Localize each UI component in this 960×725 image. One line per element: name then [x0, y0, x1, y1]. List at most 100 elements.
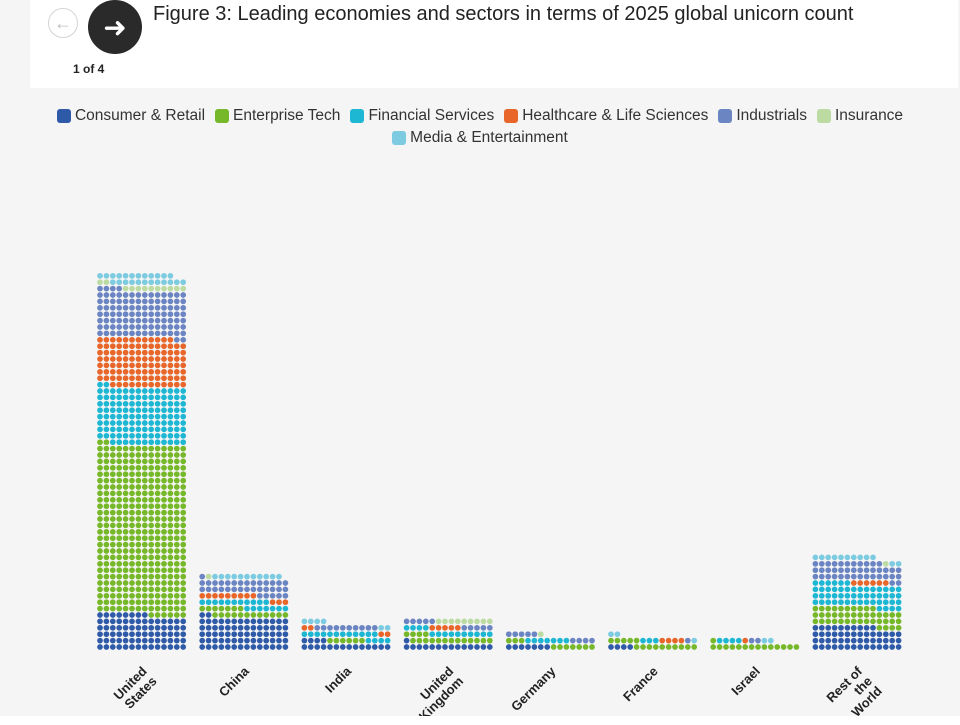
waffle-dot: [882, 637, 889, 644]
waffle-dot: [135, 509, 142, 516]
waffle-dot: [173, 324, 180, 330]
waffle-dot: [141, 388, 148, 394]
waffle-dot: [154, 292, 161, 298]
waffle-dot: [180, 381, 187, 388]
waffle-dot: [173, 496, 180, 503]
waffle-dot: [876, 605, 883, 612]
waffle-dot: [352, 637, 359, 644]
waffle-dot: [422, 644, 429, 650]
waffle-dot: [256, 624, 263, 631]
waffle-dot: [224, 644, 231, 650]
previous-figure-button[interactable]: ←: [48, 8, 78, 38]
waffle-dot: [135, 464, 142, 471]
waffle-dot: [384, 644, 391, 650]
waffle-dot: [148, 605, 155, 612]
waffle-dot: [109, 426, 116, 433]
waffle-dot: [838, 580, 844, 586]
waffle-dot: [135, 381, 142, 388]
waffle-dot: [135, 420, 142, 426]
waffle-dot: [218, 573, 225, 580]
waffle-dot: [148, 272, 155, 279]
waffle-dot: [135, 573, 142, 580]
waffle-dot: [122, 426, 129, 433]
waffle-dot: [608, 631, 614, 638]
waffle-dot: [620, 644, 627, 650]
waffle-dot: [307, 624, 314, 631]
waffle-dot: [863, 580, 870, 586]
waffle-dot: [882, 586, 889, 593]
waffle-dot: [307, 631, 314, 638]
waffle-dot: [691, 637, 698, 644]
waffle-dot: [122, 637, 129, 644]
waffle-dot: [180, 624, 187, 631]
waffle-dot: [103, 439, 110, 446]
waffle-dot: [359, 624, 365, 631]
waffle-dot: [141, 554, 148, 561]
waffle-dot: [173, 599, 180, 606]
waffle-dot: [250, 573, 257, 580]
waffle-dot: [97, 407, 103, 414]
waffle-dot: [812, 567, 819, 574]
waffle-dot: [825, 637, 832, 644]
waffle-dot: [116, 439, 123, 446]
waffle-dot: [161, 573, 167, 580]
waffle-dot: [410, 644, 416, 650]
waffle-dot: [141, 548, 148, 554]
legend-item[interactable]: Healthcare & Life Sciences: [504, 105, 708, 127]
waffle-dot: [135, 612, 142, 618]
legend-item[interactable]: Enterprise Tech: [215, 105, 340, 127]
waffle-dot: [818, 554, 825, 561]
legend-swatch: [718, 109, 733, 123]
waffle-dot: [314, 618, 321, 625]
next-figure-button[interactable]: ➜: [88, 0, 142, 54]
waffle-dot: [129, 567, 135, 574]
waffle-dot: [103, 272, 110, 279]
waffle-dot: [173, 413, 180, 420]
waffle-dot: [154, 349, 161, 356]
waffle-dot: [122, 503, 129, 510]
legend-item[interactable]: Consumer & Retail: [56, 105, 205, 127]
waffle-dot: [895, 592, 902, 599]
waffle-dot: [116, 548, 123, 554]
waffle-dot: [141, 599, 148, 606]
waffle-dot: [339, 644, 346, 650]
waffle-dot: [812, 599, 819, 606]
waffle-dot: [122, 349, 129, 356]
waffle-dot: [544, 637, 551, 644]
waffle-dot: [116, 317, 123, 324]
legend-item[interactable]: Industrials: [718, 105, 807, 127]
waffle-dot: [109, 516, 116, 522]
waffle-dot: [135, 394, 142, 401]
waffle-dot: [857, 580, 864, 586]
waffle-dot: [237, 573, 244, 580]
waffle-dot: [863, 560, 870, 567]
waffle-dot: [889, 560, 896, 567]
waffle-dot: [97, 458, 103, 465]
waffle-dot: [844, 554, 851, 561]
legend-item[interactable]: Insurance: [816, 105, 903, 127]
waffle-dot: [512, 644, 519, 650]
waffle-dot: [103, 631, 110, 638]
waffle-dot: [116, 509, 123, 516]
waffle-dot: [122, 624, 129, 631]
legend-item[interactable]: Financial Services: [350, 105, 494, 127]
waffle-dot: [474, 637, 480, 644]
waffle-dot: [122, 279, 129, 286]
waffle-dot: [589, 637, 595, 644]
waffle-dot: [857, 631, 864, 638]
waffle-dot: [812, 573, 819, 580]
waffle-dot: [154, 336, 161, 343]
waffle-dot: [122, 554, 129, 561]
waffle-dot: [148, 279, 155, 286]
waffle-dot: [116, 298, 123, 305]
waffle-dot: [825, 560, 832, 567]
waffle-dot: [282, 618, 289, 625]
waffle-dot: [199, 618, 206, 625]
legend-item[interactable]: Media & Entertainment: [392, 127, 568, 149]
waffle-dot: [161, 420, 167, 426]
waffle-dot: [231, 580, 238, 586]
waffle-dot: [876, 560, 883, 567]
waffle-dot: [269, 586, 276, 593]
waffle-dot: [263, 586, 270, 593]
waffle-dot: [109, 535, 116, 542]
